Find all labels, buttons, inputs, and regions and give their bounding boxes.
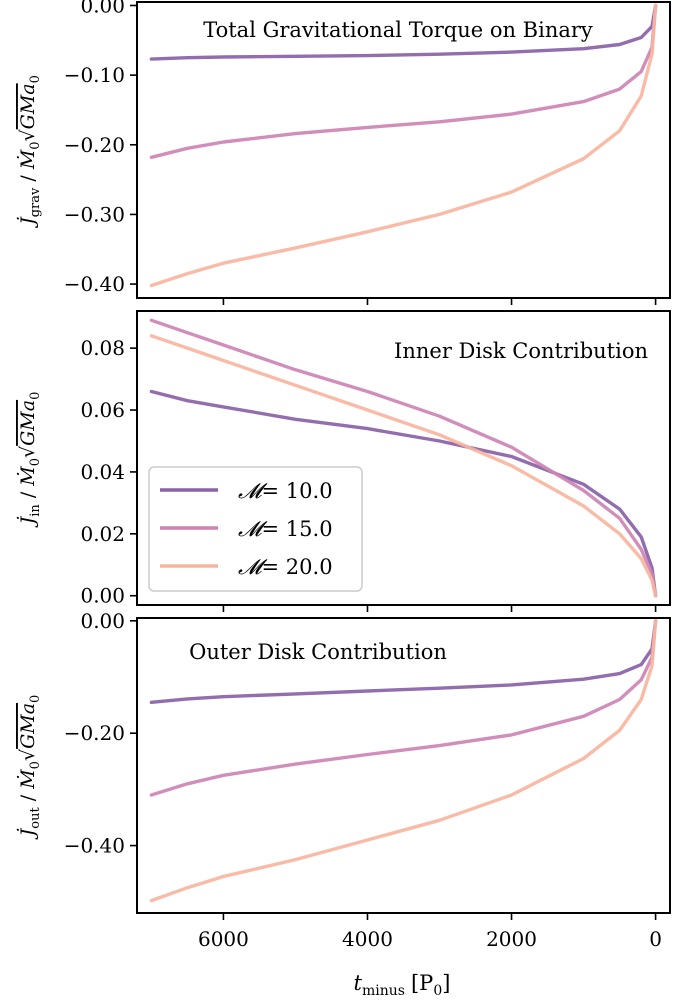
y-tick-label: 0.04 — [80, 460, 125, 484]
x-tick-label: 2000 — [486, 927, 537, 951]
y-tick-label: −0.40 — [64, 272, 125, 296]
plot-frame — [136, 617, 671, 914]
y-axis-label: J̇out / Ṁ0√GMa0 — [16, 695, 43, 841]
series-line-2 — [149, 318, 658, 598]
y-tick-label: −0.20 — [64, 721, 125, 745]
plot-frame — [136, 1, 671, 299]
series-line-2 — [149, 619, 658, 797]
y-tick-label: 0.00 — [80, 609, 125, 633]
x-tick-label: 4000 — [342, 927, 393, 951]
y-tick-label: 0.06 — [80, 398, 125, 422]
series-line-2 — [149, 3, 658, 159]
y-tick-label: 0.02 — [80, 522, 125, 546]
x-axis-label-close: ] — [442, 971, 450, 995]
legend-label: 𝓜= 15.0 — [238, 517, 333, 541]
x-tick-label: 6000 — [198, 927, 249, 951]
x-axis-label-sub: minus — [362, 983, 405, 999]
y-tick-label: 0.00 — [80, 584, 125, 608]
y-axis-label: J̇in / Ṁ0√GMa0 — [16, 392, 43, 529]
x-axis-label: tminus [P0] — [354, 971, 451, 999]
panel-2: 0.00 0.02 0.04 0.06 0.08 Inner Disk Contribut… — [16, 310, 671, 612]
series-line-1 — [149, 3, 658, 61]
panel-1: 0.00 −0.10 −0.20 −0.30 −0.40 Total Gravitatio… — [16, 0, 671, 305]
panel-title: Inner Disk Contribution — [394, 339, 648, 363]
x-axis-label-unit: [P — [411, 971, 433, 995]
panel-title: Outer Disk Contribution — [189, 640, 447, 664]
series-line-1 — [149, 619, 658, 704]
y-tick-label: −0.20 — [64, 133, 125, 157]
x-axis-label-main: t — [354, 971, 363, 995]
series-line-3 — [149, 619, 658, 903]
panels-layer: 0.00 −0.10 −0.20 −0.30 −0.40 Total Gravitatio… — [16, 0, 671, 951]
y-tick-label: −0.30 — [64, 202, 125, 226]
plot-frame — [136, 310, 671, 606]
series-line-3 — [149, 3, 658, 288]
legend: 𝓜= 10.0 𝓜= 15.0 𝓜= 20.0 — [148, 466, 363, 592]
legend-label: 𝓜= 20.0 — [238, 555, 333, 579]
panel-3: 0.00 −0.20 −0.40 6000 4000 2000 0 Outer Disk Co… — [16, 609, 671, 951]
y-tick-label: −0.10 — [64, 63, 125, 87]
y-tick-label: −0.40 — [64, 834, 125, 858]
legend-label: 𝓜= 10.0 — [238, 479, 333, 503]
y-tick-label: 0.00 — [80, 0, 125, 17]
x-axis-label-unit-sub: 0 — [433, 983, 442, 999]
x-tick-label: 0 — [649, 927, 662, 951]
series-line-3 — [149, 334, 658, 598]
y-tick-label: 0.08 — [80, 336, 125, 360]
panel-title: Total Gravitational Torque on Binary — [203, 18, 593, 42]
y-axis-label: J̇grav / Ṁ0√GMa0 — [16, 75, 43, 229]
legend-box — [148, 466, 363, 592]
svg-text:tminus[P0]: tminus [P0] — [354, 971, 451, 999]
